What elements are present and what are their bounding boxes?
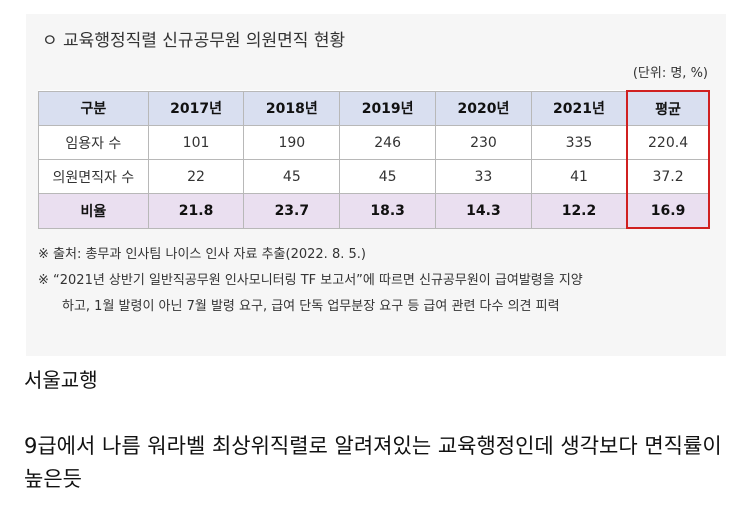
header-row: 구분 2017년 2018년 2019년 2020년 2021년 평균: [38, 90, 710, 126]
average-cell: 220.4: [626, 125, 710, 160]
header-2019: 2019년: [339, 90, 437, 126]
header-2017: 2017년: [147, 90, 245, 126]
table-row: 임용자 수 101 190 246 230 335 220.4: [38, 125, 710, 160]
dismissal-table: 구분 2017년 2018년 2019년 2020년 2021년 평균 임용자 …: [38, 90, 710, 229]
table-cell: 335: [530, 125, 628, 160]
average-cell: 16.9: [626, 193, 710, 229]
table-cell: 190: [243, 125, 341, 160]
header-average: 평균: [626, 90, 710, 126]
table-cell: 21.8: [147, 193, 245, 229]
table-cell: 12.2: [530, 193, 628, 229]
table-cell: 23.7: [243, 193, 341, 229]
header-2021: 2021년: [530, 90, 628, 126]
table-cell: 18.3: [339, 193, 437, 229]
table-cell: 45: [243, 159, 341, 194]
table-image: ㅇ 교육행정직렬 신규공무원 의원면직 현황 (단위: 명, %) 구분 201…: [26, 14, 726, 356]
post-source: 서울교행: [24, 368, 98, 392]
table-cell: 45: [339, 159, 437, 194]
row-label: 임용자 수: [38, 125, 149, 160]
table-cell: 246: [339, 125, 437, 160]
table-cell: 230: [435, 125, 532, 160]
note-report: ※ “2021년 상반기 일반직공무원 인사모니터링 TF 보고서”에 따르면 …: [38, 273, 583, 288]
table-row: 의원면직자 수 22 45 45 33 41 37.2: [38, 159, 710, 194]
table-cell: 33: [435, 159, 532, 194]
table-notes: ※ 출처: 총무과 인사팀 나이스 인사 자료 추출(2022. 8. 5.) …: [38, 242, 718, 320]
average-cell: 37.2: [626, 159, 710, 194]
table-row: 비율 21.8 23.7 18.3 14.3 12.2 16.9: [38, 193, 710, 229]
header-2018: 2018년: [243, 90, 341, 126]
table-cell: 22: [147, 159, 245, 194]
post-body: 9급에서 나름 워라벨 최상위직렬로 알려져있는 교육행정인데 생각보다 면직률…: [24, 434, 722, 491]
note-report-continued: 하고, 1월 발령이 아닌 7월 발령 요구, 급여 단독 업무분장 요구 등 …: [62, 299, 560, 314]
table-title: ㅇ 교육행정직렬 신규공무원 의원면직 현황: [42, 31, 346, 51]
row-label: 의원면직자 수: [38, 159, 149, 194]
unit-label: (단위: 명, %): [632, 66, 708, 81]
header-category: 구분: [38, 90, 149, 126]
header-2020: 2020년: [435, 90, 532, 126]
note-source: ※ 출처: 총무과 인사팀 나이스 인사 자료 추출(2022. 8. 5.): [38, 247, 366, 262]
table-cell: 41: [530, 159, 628, 194]
row-label: 비율: [38, 193, 149, 229]
table-cell: 101: [147, 125, 245, 160]
table-cell: 14.3: [435, 193, 532, 229]
